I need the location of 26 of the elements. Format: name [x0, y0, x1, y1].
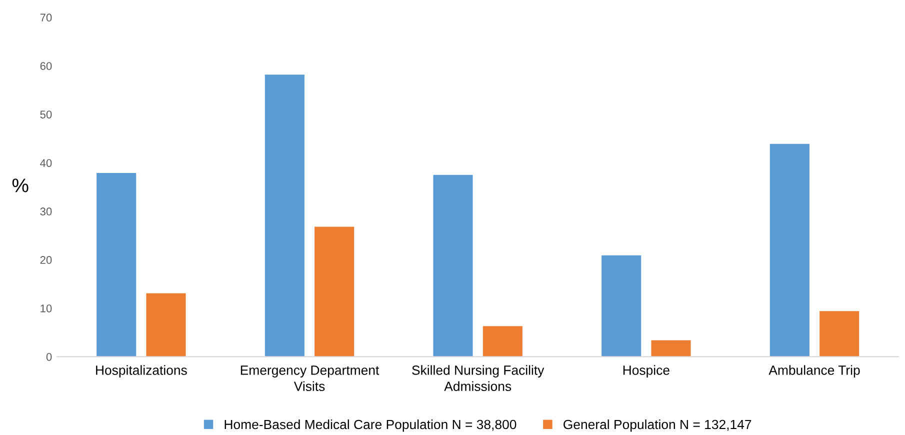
bar [770, 144, 810, 357]
x-tick-label: Ambulance Trip [768, 365, 860, 378]
legend-label: General Population N = 132,147 [564, 419, 752, 432]
bar [433, 174, 473, 357]
y-tick-label: 50 [40, 110, 52, 118]
legend-label: Home-Based Medical Care Population N = 38,800 [224, 419, 516, 432]
y-tick-label: 30 [40, 208, 52, 216]
bar [820, 311, 860, 357]
y-axis-title: % [12, 178, 28, 192]
bar [146, 293, 186, 357]
y-tick-label: 40 [40, 159, 52, 167]
bar [602, 255, 642, 357]
x-tick-label: Hospice [623, 365, 670, 378]
bar [482, 326, 522, 357]
x-tick-label: Emergency Department Visits [240, 366, 380, 391]
bar [651, 340, 691, 357]
bar [96, 172, 136, 357]
y-tick-label: 70 [40, 14, 52, 22]
bar [314, 226, 354, 357]
y-tick-label: 60 [40, 62, 52, 70]
y-tick-label: 20 [40, 256, 52, 264]
bar [264, 74, 304, 357]
y-tick-label: 0 [46, 352, 52, 361]
x-tick-label: Hospitalizations [96, 365, 187, 378]
y-tick-label: 10 [40, 304, 52, 312]
x-tick-label: Skilled Nursing Facility Admissions [412, 365, 544, 391]
